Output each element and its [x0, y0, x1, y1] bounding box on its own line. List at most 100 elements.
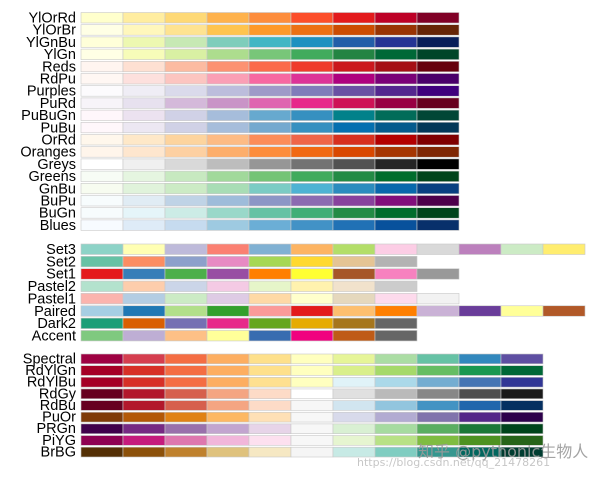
color-swatch	[332, 183, 376, 195]
color-swatch	[164, 219, 208, 231]
palette-row-rdylgn: RdYlGn	[25, 363, 544, 379]
color-swatch	[206, 317, 250, 329]
color-swatch	[206, 411, 250, 423]
color-swatch	[248, 146, 292, 158]
color-swatch	[206, 183, 250, 195]
palette-label: Greys	[37, 157, 76, 173]
palette-row-accent: Accent	[32, 328, 418, 344]
color-swatch	[374, 330, 418, 342]
color-swatch	[164, 134, 208, 146]
color-swatch	[164, 280, 208, 292]
color-swatch	[164, 365, 208, 376]
palette-label: Pastel2	[28, 279, 76, 295]
color-swatch	[374, 365, 418, 376]
palette-row-rdpu: RdPu	[40, 72, 460, 88]
palette-label: Spectral	[23, 351, 76, 367]
color-swatch	[332, 97, 376, 109]
color-swatch	[248, 109, 292, 121]
color-swatch	[122, 400, 166, 411]
palette-group-qualitative: Set3Set2Set1Pastel2Pastel1PairedDark2Acc…	[28, 242, 586, 344]
color-swatch	[416, 305, 460, 317]
color-swatch	[374, 170, 418, 182]
color-swatch	[374, 293, 418, 305]
color-swatch	[206, 423, 250, 434]
color-swatch	[164, 85, 208, 97]
color-swatch	[164, 400, 208, 411]
color-swatch	[164, 36, 208, 48]
color-swatch	[416, 353, 460, 365]
palette-label: PiYG	[42, 433, 76, 449]
color-swatch	[248, 73, 292, 85]
color-swatch	[80, 134, 124, 146]
color-swatch	[416, 293, 460, 305]
color-swatch	[290, 388, 334, 400]
color-swatch	[332, 305, 376, 317]
color-swatch	[206, 388, 250, 400]
color-swatch	[332, 85, 376, 97]
palette-label: YlOrBr	[33, 23, 77, 39]
color-swatch	[332, 317, 376, 329]
color-swatch	[80, 446, 124, 458]
color-swatch	[458, 353, 502, 365]
color-swatch	[290, 243, 334, 255]
color-swatch	[206, 48, 250, 60]
color-swatch	[458, 423, 502, 434]
color-swatch	[332, 60, 376, 73]
color-swatch	[458, 388, 502, 400]
color-swatch	[164, 317, 208, 329]
color-swatch	[248, 60, 292, 73]
color-swatch	[164, 256, 208, 268]
color-swatch	[290, 170, 334, 182]
color-swatch	[416, 60, 460, 73]
color-swatch	[122, 122, 166, 134]
color-swatch	[206, 109, 250, 121]
color-swatch	[332, 48, 376, 60]
color-swatch	[122, 170, 166, 182]
color-swatch	[416, 207, 460, 219]
watermark-url: https://blog.csdn.net/qq_21478261	[357, 456, 551, 469]
color-swatch	[206, 122, 250, 134]
palette-row-set3: Set3	[46, 242, 586, 258]
color-swatch	[332, 268, 376, 280]
color-swatch	[164, 388, 208, 400]
palette-label: GnBu	[39, 181, 76, 197]
color-swatch	[332, 195, 376, 207]
palette-label: BuPu	[41, 194, 76, 210]
color-swatch	[416, 183, 460, 195]
color-swatch	[248, 24, 292, 36]
color-swatch	[248, 158, 292, 170]
color-swatch	[374, 219, 418, 231]
color-swatch	[374, 12, 418, 24]
color-swatch	[248, 446, 292, 458]
color-swatch	[290, 24, 334, 36]
color-swatch	[290, 293, 334, 305]
color-swatch	[80, 158, 124, 170]
color-swatch	[164, 12, 208, 24]
color-swatch	[290, 305, 334, 317]
color-swatch	[458, 305, 502, 317]
color-swatch	[290, 365, 334, 376]
color-swatch	[416, 134, 460, 146]
palette-row-rdbu: RdBu	[40, 398, 544, 414]
color-swatch	[374, 376, 418, 388]
palette-row-brbg: BrBG	[41, 445, 544, 461]
color-swatch	[206, 330, 250, 342]
color-swatch	[122, 158, 166, 170]
palette-label: YlOrRd	[28, 11, 76, 27]
color-swatch	[206, 293, 250, 305]
color-swatch	[164, 330, 208, 342]
color-swatch	[80, 97, 124, 109]
palette-row-ylgnbu: YlGnBu	[26, 35, 460, 51]
color-swatch	[206, 207, 250, 219]
palette-label: Dark2	[37, 316, 76, 332]
palette-row-greens: Greens	[28, 169, 460, 185]
color-swatch	[122, 423, 166, 434]
color-swatch	[248, 183, 292, 195]
color-swatch	[290, 446, 334, 458]
color-swatch	[458, 376, 502, 388]
color-swatch	[500, 353, 544, 365]
color-swatch	[542, 243, 586, 255]
color-swatch	[374, 195, 418, 207]
palette-label: PuBu	[41, 120, 76, 136]
color-swatch	[248, 423, 292, 434]
